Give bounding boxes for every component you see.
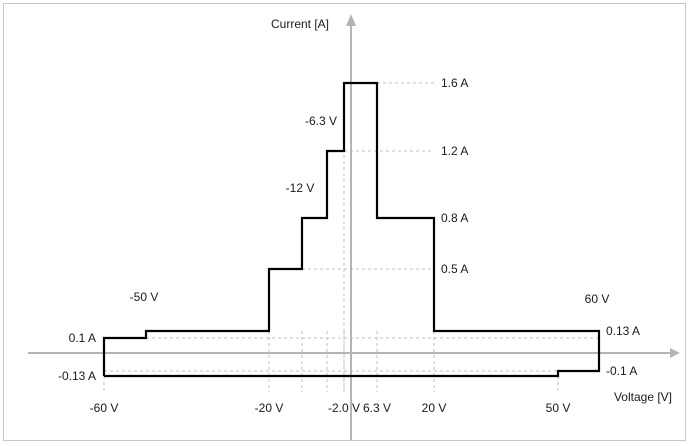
voltage-annotation: -50 V (130, 290, 159, 304)
voltage-tick-label: -20 V (255, 401, 284, 415)
current-annotation: 0.13 A (606, 324, 640, 338)
data-labels: -50 V -12 V -6.3 V 60 V -60 V -20 V -2.0 V 6.3 … (58, 76, 640, 415)
voltage-annotation: -6.3 V (305, 114, 337, 128)
guide-lines (103, 82, 599, 392)
iv-curve-line (102, 81, 601, 378)
voltage-tick-label: -60 V (90, 401, 119, 415)
x-axis-label: Voltage [V] (614, 390, 672, 404)
voltage-annotation: 60 V (585, 292, 610, 306)
current-annotation: -0.1 A (606, 364, 637, 378)
voltage-tick-label: 50 V (546, 401, 571, 415)
y-axis-arrow-icon (346, 14, 356, 26)
voltage-tick-label: -2.0 V (328, 401, 360, 415)
y-axis-label: Current [A] (271, 17, 329, 31)
voltage-tick-label: 20 V (422, 401, 447, 415)
current-annotation: 0.8 A (441, 211, 468, 225)
current-annotation: 0.1 A (69, 331, 96, 345)
current-annotation: -0.13 A (58, 369, 96, 383)
current-annotation: 0.5 A (441, 262, 468, 276)
voltage-tick-label: 6.3 V (363, 401, 391, 415)
x-axis-arrow-icon (670, 348, 680, 358)
current-annotation: 1.2 A (441, 144, 468, 158)
current-annotation: 1.6 A (441, 76, 468, 90)
voltage-annotation: -12 V (286, 181, 315, 195)
